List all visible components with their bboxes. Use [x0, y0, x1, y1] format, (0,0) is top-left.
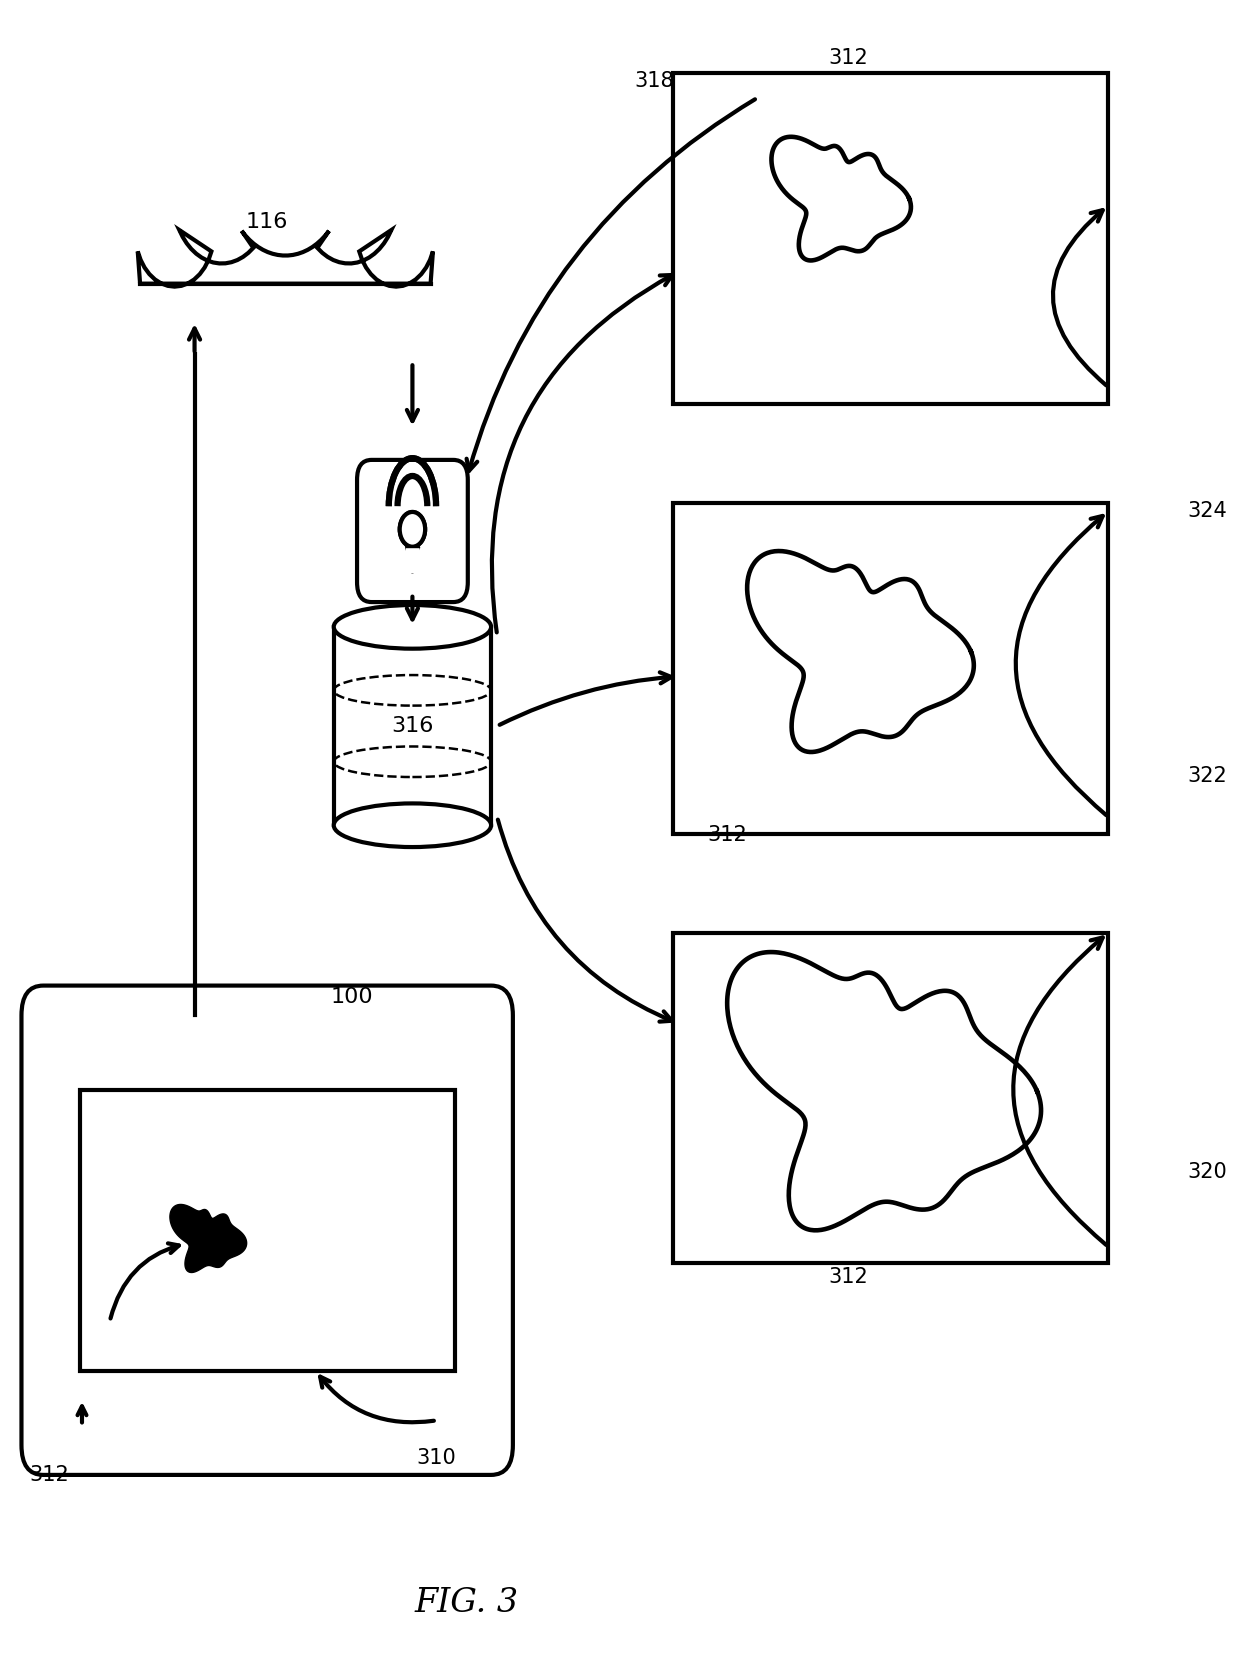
- Bar: [672, 73, 1109, 403]
- Circle shape: [399, 512, 425, 547]
- Bar: [672, 503, 1109, 834]
- Circle shape: [223, 87, 347, 255]
- Circle shape: [300, 130, 398, 263]
- Text: 316: 316: [392, 717, 434, 737]
- Polygon shape: [170, 1205, 247, 1272]
- Polygon shape: [405, 547, 419, 573]
- Ellipse shape: [334, 605, 491, 648]
- Polygon shape: [771, 137, 911, 260]
- Polygon shape: [138, 230, 433, 287]
- Text: 320: 320: [1187, 1162, 1226, 1182]
- Circle shape: [399, 512, 425, 547]
- Text: 312: 312: [828, 1267, 868, 1287]
- Circle shape: [135, 180, 213, 287]
- Text: FIG. 3: FIG. 3: [415, 1587, 520, 1619]
- Circle shape: [357, 180, 435, 287]
- Text: 100: 100: [331, 987, 373, 1007]
- Bar: [672, 934, 1109, 1264]
- Text: 116: 116: [246, 212, 289, 232]
- Ellipse shape: [334, 803, 491, 847]
- Text: 318: 318: [635, 72, 675, 92]
- Text: 324: 324: [1187, 502, 1226, 522]
- Circle shape: [172, 130, 270, 263]
- Text: 312: 312: [30, 1465, 69, 1485]
- Polygon shape: [727, 952, 1042, 1230]
- FancyBboxPatch shape: [140, 217, 430, 283]
- Bar: [405, 547, 419, 573]
- Text: 312: 312: [707, 825, 746, 845]
- FancyBboxPatch shape: [357, 460, 467, 602]
- Polygon shape: [748, 552, 973, 752]
- Bar: [79, 1090, 455, 1370]
- Wedge shape: [389, 473, 436, 507]
- Bar: [334, 627, 491, 825]
- Text: 322: 322: [1187, 765, 1226, 785]
- Text: 310: 310: [417, 1449, 456, 1469]
- FancyBboxPatch shape: [21, 985, 513, 1475]
- Text: 312: 312: [828, 48, 868, 68]
